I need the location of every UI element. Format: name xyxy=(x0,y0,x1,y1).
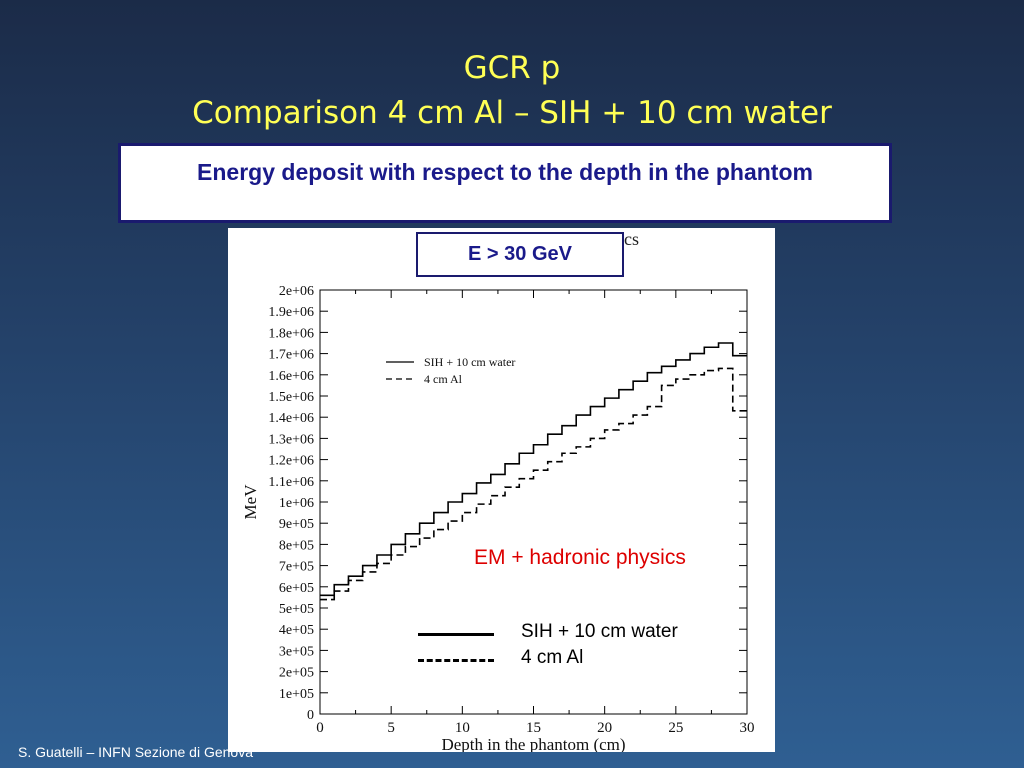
footer-credit: S. Guatelli – INFN Sezione di Genova xyxy=(18,744,254,760)
y-tick-label: 1.7e+06 xyxy=(268,348,314,363)
y-tick-label: 1.4e+06 xyxy=(268,411,314,426)
energy-cut-box: E > 30 GeV xyxy=(416,232,624,277)
series-1-line xyxy=(320,367,747,601)
legend-dashed-line xyxy=(418,659,494,662)
x-axis-label: Depth in the phantom (cm) xyxy=(441,735,625,752)
x-tick-label: 0 xyxy=(316,720,324,736)
slide-subtitle: Comparison 4 cm Al – SIH + 10 cm water xyxy=(192,95,832,131)
y-tick-label: 1.3e+06 xyxy=(268,432,314,447)
legend-entry: 4 cm Al xyxy=(424,372,463,386)
y-tick-label: 2e+05 xyxy=(279,666,314,681)
physics-list-label: EM + hadronic physics xyxy=(474,546,686,569)
series-0-line xyxy=(320,342,747,597)
y-tick-label: 2e+06 xyxy=(279,284,314,299)
depth-dose-chart: 0 1e+05 2e+05 3e+05 4e+05 5e+05 6e+05 7e+05 8e+0… xyxy=(241,284,755,754)
y-tick-label: 6e+05 xyxy=(279,581,314,596)
slide-title: GCR p xyxy=(463,50,561,86)
y-tick-label: 7e+05 xyxy=(279,560,314,575)
y-tick-label: 1.6e+06 xyxy=(268,369,314,384)
y-tick-label: 1e+06 xyxy=(279,496,314,511)
y-tick-label: 1.8e+06 xyxy=(268,326,314,341)
y-tick-label: 1e+05 xyxy=(279,687,314,702)
x-tick-label: 10 xyxy=(455,720,470,736)
partial-chart-title: cs xyxy=(624,229,639,249)
y-tick-label: 9e+05 xyxy=(279,517,314,532)
y-tick-label: 3e+05 xyxy=(279,644,314,659)
x-tick-label: 15 xyxy=(526,720,541,736)
x-tick-label: 20 xyxy=(597,720,612,736)
overlay-legend: SIH + 10 cm water 4 cm Al xyxy=(418,621,738,677)
y-tick-label: 1.5e+06 xyxy=(268,390,314,405)
y-tick-label: 1.9e+06 xyxy=(268,305,314,320)
x-tick-label: 25 xyxy=(668,720,683,736)
y-tick-label: 5e+05 xyxy=(279,602,314,617)
chart-panel: 0 1e+05 2e+05 3e+05 4e+05 5e+05 6e+05 7e+05 8e+0… xyxy=(228,228,775,754)
caption-box: Energy deposit with respect to the depth… xyxy=(118,143,892,223)
energy-cut-label: E > 30 GeV xyxy=(468,243,572,265)
y-tick-label: 0 xyxy=(307,708,314,723)
caption-text: Energy deposit with respect to the depth… xyxy=(197,159,813,185)
y-tick-label: 4e+05 xyxy=(279,623,314,638)
y-tick-label: 8e+05 xyxy=(279,538,314,553)
x-tick-label: 30 xyxy=(740,720,755,736)
legend-solid-line xyxy=(418,633,494,636)
legend-entry: SIH + 10 cm water xyxy=(424,355,515,369)
y-tick-label: 1.1e+06 xyxy=(268,475,314,490)
y-axis-label: MeV xyxy=(241,484,260,520)
legend-label-al: 4 cm Al xyxy=(521,647,584,668)
y-tick-label: 1.2e+06 xyxy=(268,454,314,469)
x-tick-label: 5 xyxy=(387,720,395,736)
legend-label-water: SIH + 10 cm water xyxy=(521,621,678,642)
